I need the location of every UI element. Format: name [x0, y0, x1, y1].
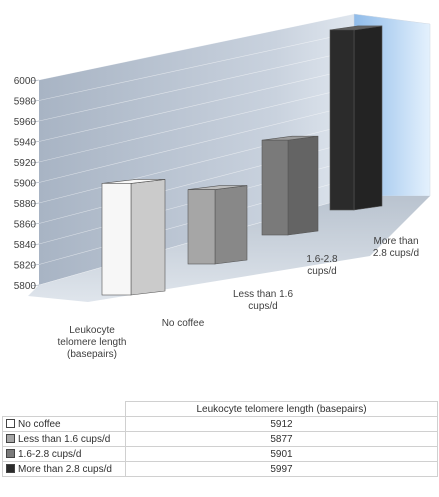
chart-area: 5800 5820 5840 5860 5880 5900 5920 5940 5960 5980… — [14, 13, 431, 360]
data-table-row-label: More than 2.8 cups/d — [2, 461, 126, 477]
y-tick-label: 5940 — [14, 138, 37, 149]
data-table-header: Leukocyte telomere length (basepairs) — [125, 401, 438, 417]
depth-label-line: (basepairs) — [67, 349, 117, 360]
legend-swatch — [6, 463, 15, 473]
gridline-depth — [30, 161, 40, 164]
category-label: Less than 1.6 cups/d — [233, 289, 293, 312]
data-table-row: Less than 1.6 cups/d 5877 — [2, 431, 438, 447]
y-tick-label: 5960 — [14, 117, 37, 128]
category-label-line: No coffee — [162, 318, 205, 329]
y-tick-label: 5800 — [14, 281, 37, 292]
data-table-row: No coffee 5912 — [2, 416, 438, 432]
legend-label: Less than 1.6 cups/d — [18, 433, 111, 445]
data-table-value: 5901 — [125, 446, 438, 462]
gridline-depth — [30, 284, 40, 287]
y-tick-label: 5860 — [14, 220, 37, 231]
category-label-line: cups/d — [248, 301, 277, 312]
category-label-line: cups/d — [307, 266, 336, 277]
data-table-value: 5912 — [125, 416, 438, 432]
data-table-row: 1.6-2.8 cups/d 5901 — [2, 446, 438, 462]
category-label-line: More than — [373, 236, 418, 247]
y-tick-label: 5920 — [14, 158, 37, 169]
bar-front — [187, 189, 216, 265]
category-label-line: 1.6-2.8 — [306, 254, 338, 265]
data-table-value: 5997 — [125, 461, 438, 477]
data-table: Leukocyte telomere length (basepairs) No… — [2, 401, 438, 477]
category-label: No coffee — [162, 318, 205, 329]
y-tick-label: 5880 — [14, 199, 37, 210]
depth-axis-label: Leukocyte telomere length (basepairs) — [58, 325, 127, 360]
legend-label: 1.6-2.8 cups/d — [18, 448, 82, 460]
depth-label-line: telomere length — [58, 337, 127, 348]
legend-swatch — [6, 433, 15, 443]
category-label-line: 2.8 cups/d — [373, 248, 419, 259]
gridline-depth — [30, 120, 40, 123]
depth-label-line: Leukocyte — [69, 325, 115, 336]
data-table-row-label: No coffee — [2, 416, 126, 432]
bar-3 — [261, 135, 319, 236]
gridline-depth — [30, 264, 40, 266]
bar-side — [130, 179, 166, 296]
y-tick-label: 5980 — [14, 97, 37, 108]
bar-4 — [329, 25, 383, 211]
bar-side — [214, 185, 248, 265]
y-axis-ticks: 5800 5820 5840 5860 5880 5900 5920 5940 5960 5980… — [14, 76, 37, 292]
gridline — [38, 86, 355, 163]
category-label-line: Less than 1.6 — [233, 289, 293, 300]
bar-side — [287, 135, 319, 236]
gridline — [38, 50, 355, 122]
data-table-row: More than 2.8 cups/d 5997 — [2, 461, 438, 477]
y-tick-label: 6000 — [14, 76, 37, 87]
bar-front — [261, 139, 289, 236]
bar-front — [101, 183, 132, 296]
y-tick-label: 5900 — [14, 179, 37, 190]
bars — [101, 25, 383, 296]
gridline — [38, 13, 355, 81]
gridline-depth — [30, 223, 40, 225]
legend-label: More than 2.8 cups/d — [18, 463, 112, 475]
gridline-depth — [30, 79, 40, 82]
bar-side — [353, 25, 383, 211]
data-table-header-row: Leukocyte telomere length (basepairs) — [2, 401, 438, 417]
bar-2 — [187, 185, 248, 265]
gridline-depth — [30, 141, 40, 143]
category-label: More than 2.8 cups/d — [373, 236, 419, 259]
gridline-depth — [30, 182, 40, 184]
data-table-row-label: Less than 1.6 cups/d — [2, 431, 126, 447]
bar-1 — [101, 179, 166, 296]
bar-front — [329, 29, 355, 211]
y-tick-label: 5840 — [14, 240, 37, 251]
gridline — [38, 68, 355, 142]
gridline-depth — [30, 243, 40, 246]
gridline-depth — [30, 202, 40, 205]
y-tick-label: 5820 — [14, 261, 37, 272]
data-table-value: 5877 — [125, 431, 438, 447]
data-table-corner — [2, 401, 126, 417]
data-table-row-label: 1.6-2.8 cups/d — [2, 446, 126, 462]
legend-swatch — [6, 448, 15, 458]
category-label: 1.6-2.8 cups/d — [306, 254, 338, 277]
legend-swatch — [6, 418, 15, 428]
gridline — [38, 31, 355, 101]
gridline-depth — [30, 100, 40, 102]
gridline — [38, 104, 355, 183]
legend-label: No coffee — [18, 418, 61, 430]
